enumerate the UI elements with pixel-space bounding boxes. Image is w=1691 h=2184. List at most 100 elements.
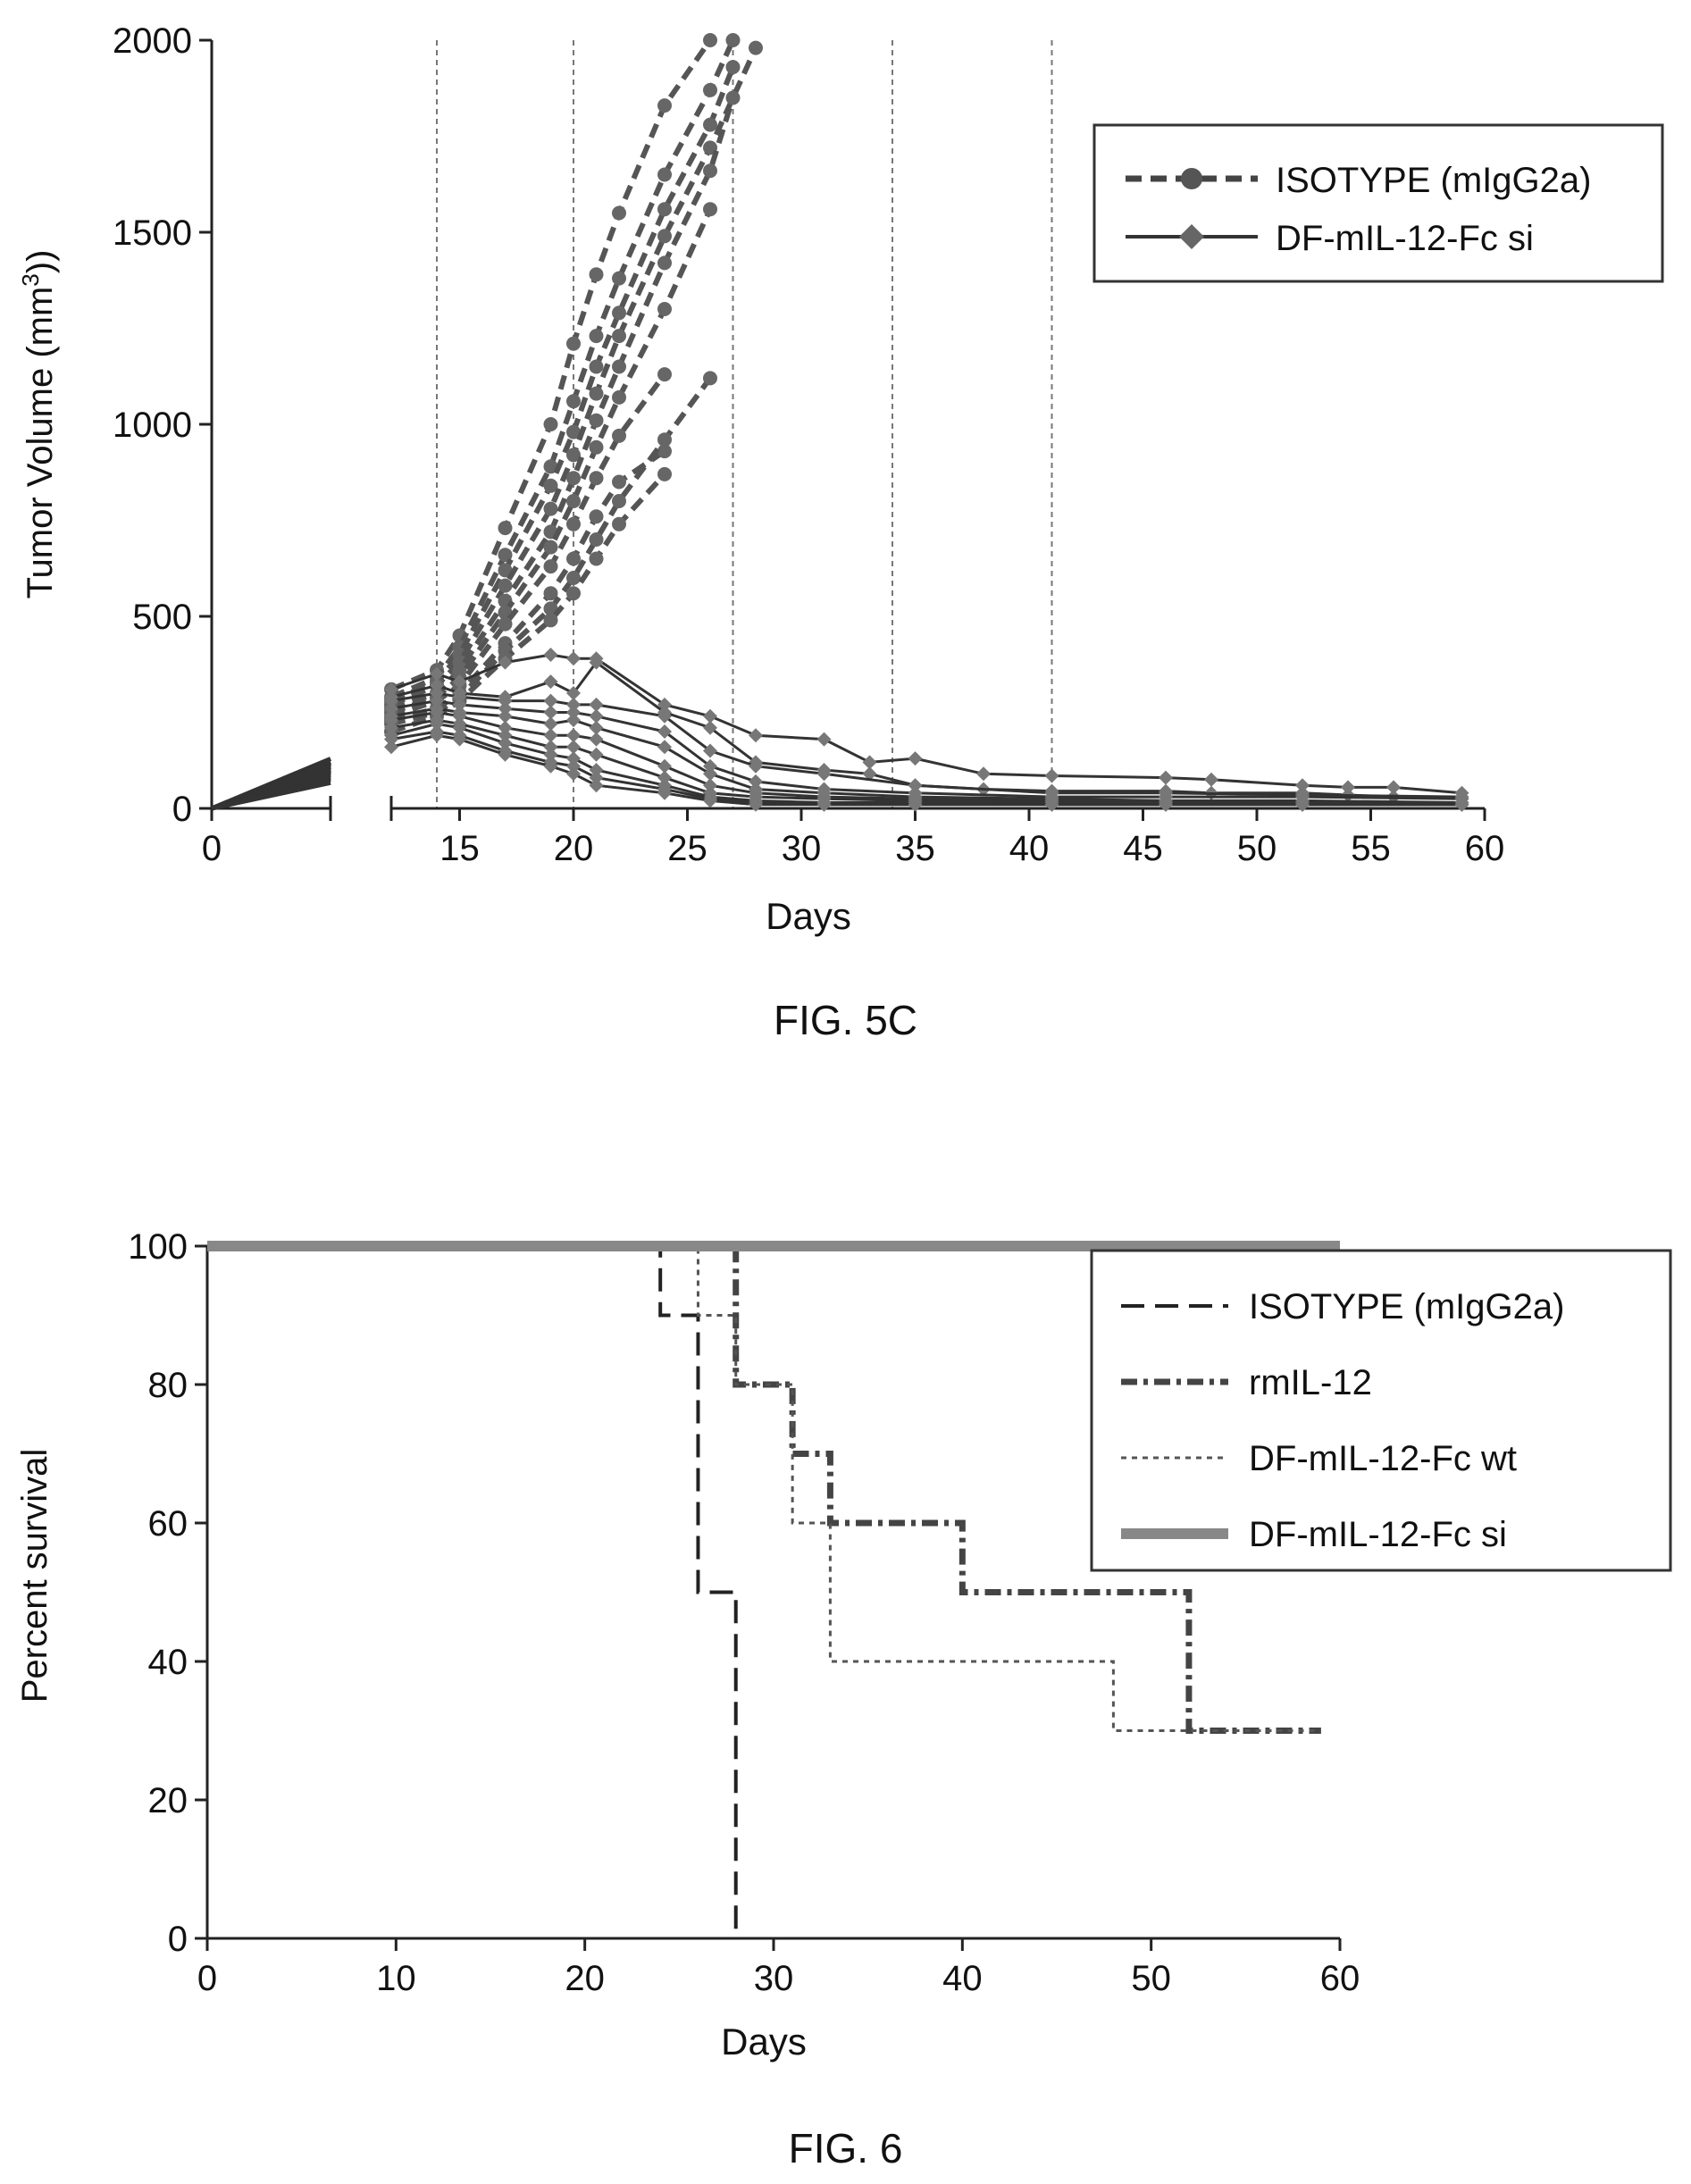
series-point: [657, 785, 672, 800]
series-point: [589, 359, 604, 374]
series-point: [498, 616, 513, 632]
series-point: [566, 551, 581, 566]
chart-percent-survival: 0 20 40 60 80 100 0 10 20 30 40 50 60 Percent surviv…: [15, 1227, 1672, 2063]
x-tick-label: 50: [1131, 1959, 1171, 1998]
x-tick-label: 15: [439, 829, 480, 868]
series-point: [862, 766, 877, 782]
legend-label-si: DF-mIL-12-Fc si: [1276, 219, 1534, 258]
series-point: [612, 389, 626, 405]
series-point: [612, 516, 626, 531]
series-point: [589, 747, 604, 762]
series-point: [703, 766, 717, 782]
x-axis-label: Days: [766, 895, 851, 937]
legend-marker-si: [1179, 224, 1204, 249]
series-point: [703, 758, 717, 774]
series-si: [211, 728, 1469, 812]
series-point: [566, 740, 581, 755]
x-tick-label: 40: [942, 1959, 983, 1998]
series-point: [543, 501, 558, 516]
series-lines: [207, 1241, 1340, 1938]
series-point: [589, 732, 604, 747]
series-point: [862, 755, 877, 770]
series-point: [543, 693, 558, 708]
series-point: [589, 329, 604, 344]
legend-box: [1090, 1249, 1672, 1572]
series-point: [1454, 797, 1469, 812]
series-point: [543, 478, 558, 493]
series-line: [390, 376, 713, 727]
series-point: [566, 494, 581, 508]
series-point: [657, 770, 672, 785]
series-point: [657, 255, 672, 271]
x-tick-label: 0: [202, 829, 222, 868]
x-tick-label: 55: [1351, 829, 1391, 868]
series-point: [657, 229, 672, 244]
series-point: [725, 33, 741, 47]
series-point: [384, 682, 398, 697]
series-point: [612, 359, 626, 374]
series-point: [543, 417, 558, 431]
series-point: [566, 394, 581, 409]
series-point: [566, 766, 581, 782]
series-point: [498, 563, 513, 578]
series-point: [566, 758, 581, 774]
series-point: [703, 793, 717, 808]
y-tick-label: 60: [148, 1504, 188, 1544]
series-line: [390, 718, 1462, 807]
series-point: [703, 117, 717, 132]
series-point: [908, 778, 923, 793]
series-line: [389, 38, 736, 700]
series-point: [566, 705, 581, 720]
series-point: [543, 747, 558, 762]
series-point: [589, 386, 604, 401]
series-point: [816, 732, 832, 747]
legend-label: DF-mIL-12-Fc wt: [1249, 1439, 1517, 1478]
series-point: [1295, 778, 1310, 793]
series-point: [566, 516, 581, 531]
series-point: [566, 571, 581, 585]
legend: ISOTYPE (mIgG2a) DF-mIL-12-Fc si: [1092, 123, 1664, 283]
series-line-early: [211, 780, 331, 811]
legend-label: rmIL-12: [1249, 1363, 1372, 1402]
series-point: [703, 33, 717, 47]
x-tick-label: 20: [565, 1959, 605, 1998]
x-tick-label: 40: [1009, 829, 1050, 868]
series-isotype: [211, 40, 763, 811]
series-point: [749, 774, 763, 789]
series-point: [612, 329, 626, 344]
legend-marker-isotype: [1181, 168, 1202, 189]
series-point: [703, 82, 717, 97]
series-point: [703, 202, 717, 217]
legend-box: [1092, 123, 1664, 283]
series-point: [384, 720, 398, 735]
series-point: [657, 708, 672, 724]
series-point: [566, 686, 581, 700]
x-tick-label: 35: [895, 829, 935, 868]
series-point: [589, 697, 604, 712]
series-point: [657, 302, 672, 316]
series-point: [589, 720, 604, 735]
y-axis-label: Percent survival: [15, 1449, 54, 1703]
series-point: [703, 163, 717, 179]
series-point: [589, 471, 604, 486]
series-isotype: [211, 444, 672, 811]
series-point: [1386, 780, 1401, 795]
series-point: [703, 708, 717, 724]
series-point: [430, 686, 444, 700]
series-point: [498, 693, 513, 708]
series-point: [816, 797, 832, 812]
series-point: [430, 666, 444, 682]
y-tick-label: 1500: [113, 213, 192, 253]
y-tick-label: 500: [132, 598, 192, 637]
series-point: [703, 743, 717, 758]
y-tick-label: 80: [148, 1366, 188, 1405]
series-point: [725, 90, 741, 105]
y-tick-label: 100: [128, 1227, 188, 1267]
series-point: [657, 98, 672, 113]
series-point: [498, 747, 513, 762]
series-point: [612, 494, 626, 508]
series-point: [452, 674, 467, 690]
series-point: [566, 728, 581, 743]
series-point: [498, 708, 513, 724]
series-point: [657, 740, 672, 755]
